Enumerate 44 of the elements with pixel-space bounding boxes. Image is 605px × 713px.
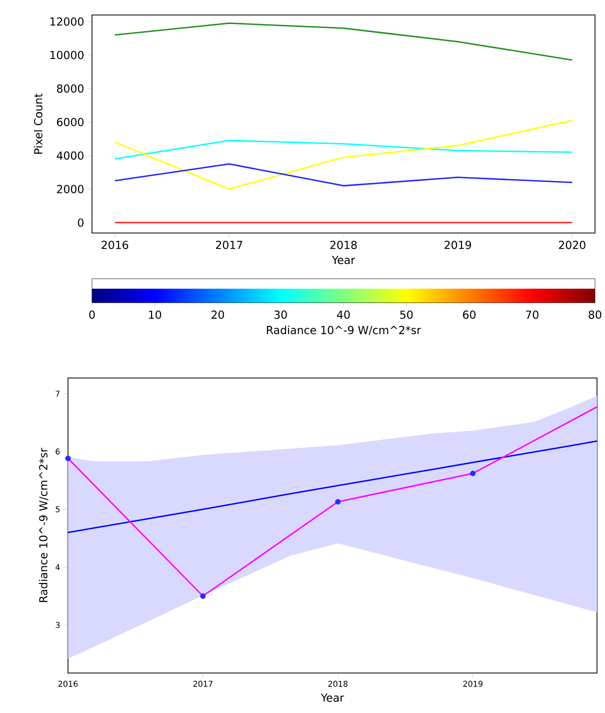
y-tick-label: 8000 (56, 84, 84, 93)
y-axis-title: Pixel Count (34, 93, 42, 154)
x-axis-title: Year (332, 256, 355, 264)
x-tick-label: 2019 (463, 680, 482, 687)
x-tick-label: 2020 (558, 240, 586, 250)
y-tick-label: 6 (56, 448, 60, 454)
color-bar-label: 40 (336, 310, 350, 319)
line-series (114, 22, 573, 61)
color-bar-label: 80 (588, 310, 602, 319)
line-series (114, 163, 573, 186)
x-tick-label: 2017 (216, 240, 242, 250)
x-tick-label: 2016 (102, 240, 128, 250)
y-tick-label: 4000 (56, 151, 84, 160)
color-bar-label: 20 (211, 310, 224, 319)
y-tick-label: 3 (56, 622, 60, 628)
x-tick-label: 2016 (58, 680, 78, 687)
y-tick-label: 12000 (50, 17, 84, 26)
point (65, 456, 71, 462)
color-bar-label: 10 (148, 310, 161, 319)
color-bar-label: 0 (89, 310, 95, 319)
line-series (114, 120, 573, 190)
point (334, 498, 341, 505)
y-tick-label: 5 (56, 506, 60, 512)
x-tick-label: 2018 (328, 680, 348, 687)
point (200, 593, 206, 599)
x-tick-label: 2017 (193, 680, 212, 687)
x-axis-title: Year (320, 694, 344, 702)
y-tick-label: 2000 (56, 184, 84, 194)
color-bar-label: 60 (462, 310, 476, 319)
color-bar-title: Radiance 10^-9 W/cm^2*sr (266, 326, 421, 336)
y-tick-label: 0 (78, 218, 84, 227)
color-bar-label: 70 (526, 310, 538, 319)
y-tick-label: 4 (55, 564, 60, 570)
point (470, 470, 476, 476)
line-series (68, 440, 597, 534)
y-tick-label: 10000 (50, 50, 84, 60)
color-bar-label: 50 (400, 310, 412, 319)
y-tick-label: 6000 (56, 118, 84, 126)
color-bar-label: 30 (274, 310, 287, 319)
y-tick-label: 7 (56, 390, 60, 397)
x-tick-label: 2018 (330, 240, 357, 250)
line-series (114, 140, 573, 160)
x-tick-label: 2019 (444, 240, 471, 250)
y-axis-title: Radiance 10^-9 W/cm^2*sr (38, 448, 48, 602)
